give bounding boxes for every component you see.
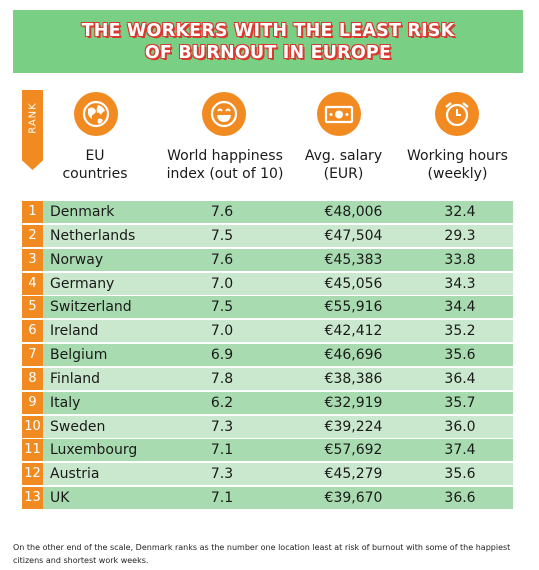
rank-badge: 9	[22, 391, 43, 414]
ranking-table: 1 Denmark 7.6 €48,006 32.4 2 Netherlands 7.5 €47…	[22, 201, 513, 511]
rank-label: RANK	[27, 102, 38, 134]
country-name: UK	[50, 490, 70, 507]
happiness-value: 7.6	[210, 251, 234, 268]
hours-value: 36.4	[444, 370, 476, 387]
table-row: 8 Finland 7.8 €38,386 36.4	[22, 367, 513, 390]
table-row: 2 Netherlands 7.5 €47,504 29.3	[22, 224, 513, 247]
salary-value: €57,692	[324, 442, 383, 459]
table-row: 13 UK 7.1 €39,670 36.6	[22, 487, 513, 510]
hours-value: 35.6	[444, 347, 476, 364]
country-name: Switzerland	[50, 299, 132, 316]
table-row: 10 Sweden 7.3 €39,224 36.0	[22, 415, 513, 438]
rank-badge: 7	[22, 344, 43, 367]
table-row: 12 Austria 7.3 €45,279 35.6	[22, 463, 513, 486]
country-name: Sweden	[50, 418, 106, 435]
smiley-icon	[202, 92, 246, 136]
table-row: 6 Ireland 7.0 €42,412 35.2	[22, 320, 513, 343]
header-hours: Working hours (weekly)	[407, 148, 508, 182]
salary-value: €55,916	[324, 299, 383, 316]
rank-badge: 6	[22, 320, 43, 343]
rank-badge: 5	[22, 296, 43, 319]
hours-value: 35.2	[444, 323, 476, 340]
happiness-value: 7.6	[210, 204, 234, 220]
happiness-value: 7.1	[210, 490, 234, 507]
hours-value: 36.0	[444, 418, 476, 435]
salary-value: €45,056	[324, 275, 383, 292]
salary-value: €47,504	[324, 227, 383, 244]
country-name: Finland	[50, 370, 101, 387]
country-name: Belgium	[50, 347, 108, 364]
hours-value: 32.4	[444, 204, 476, 220]
table-row: 3 Norway 7.6 €45,383 33.8	[22, 248, 513, 271]
happiness-value: 6.9	[210, 347, 234, 364]
table-row: 5 Switzerland 7.5 €55,916 34.4	[22, 296, 513, 319]
salary-value: €42,412	[324, 323, 383, 340]
hours-value: 33.8	[444, 251, 476, 268]
happiness-value: 7.5	[210, 299, 234, 316]
happiness-value: 6.2	[210, 394, 234, 411]
country-name: Austria	[50, 466, 100, 483]
globe-icon	[74, 92, 118, 136]
happiness-value: 7.3	[210, 418, 234, 435]
rank-badge: 4	[22, 272, 43, 295]
alarm-clock-icon	[435, 92, 479, 136]
hours-value: 37.4	[444, 442, 476, 459]
rank-badge: 10	[22, 415, 43, 438]
title-line-1: THE WORKERS WITH THE LEAST RISK	[81, 20, 455, 41]
table-row: 4 Germany 7.0 €45,056 34.3	[22, 272, 513, 295]
table-row: 7 Belgium 6.9 €46,696 35.6	[22, 344, 513, 367]
country-name: Ireland	[50, 323, 99, 340]
rank-badge: 8	[22, 367, 43, 390]
banknote-icon	[317, 92, 361, 136]
happiness-value: 7.0	[210, 275, 234, 292]
rank-tag: RANK	[22, 90, 43, 170]
table-row: 9 Italy 6.2 €32,919 35.7	[22, 391, 513, 414]
rank-badge: 12	[22, 463, 43, 486]
salary-value: €38,386	[324, 370, 383, 387]
salary-value: €32,919	[324, 394, 383, 411]
footnote: On the other end of the scale, Denmark r…	[13, 543, 511, 565]
hours-value: 34.4	[444, 299, 476, 316]
hours-value: 29.3	[444, 227, 476, 244]
happiness-value: 7.8	[210, 370, 234, 387]
salary-value: €45,383	[324, 251, 383, 268]
country-name: Netherlands	[50, 227, 136, 244]
happiness-value: 7.5	[210, 227, 234, 244]
salary-value: €48,006	[324, 204, 383, 220]
country-name: Luxembourg	[50, 442, 138, 459]
hours-value: 35.7	[444, 394, 476, 411]
happiness-value: 7.3	[210, 466, 234, 483]
table-row: 1 Denmark 7.6 €48,006 32.4	[22, 201, 513, 223]
rank-badge: 2	[22, 224, 43, 247]
title-banner: THE WORKERS WITH THE LEAST RISK OF BURNO…	[13, 10, 523, 73]
hours-value: 34.3	[444, 275, 476, 292]
header-happiness: World happiness index (out of 10)	[166, 148, 284, 182]
rank-badge: 1	[22, 201, 43, 223]
header-salary: Avg. salary (EUR)	[304, 148, 383, 182]
salary-value: €46,696	[324, 347, 383, 364]
hours-value: 35.6	[444, 466, 476, 483]
title-line-2: OF BURNOUT IN EUROPE	[144, 42, 392, 63]
country-name: Italy	[50, 394, 81, 411]
rank-badge: 13	[22, 487, 43, 510]
country-name: Germany	[50, 275, 115, 292]
salary-value: €39,224	[324, 418, 383, 435]
happiness-value: 7.1	[210, 442, 234, 459]
rank-badge: 3	[22, 248, 43, 271]
rank-badge: 11	[22, 439, 43, 462]
country-name: Norway	[50, 251, 104, 268]
salary-value: €39,670	[324, 490, 383, 507]
happiness-value: 7.0	[210, 323, 234, 340]
country-name: Denmark	[50, 204, 115, 220]
header-country: EU countries	[62, 148, 128, 182]
salary-value: €45,279	[324, 466, 383, 483]
table-row: 11 Luxembourg 7.1 €57,692 37.4	[22, 439, 513, 462]
hours-value: 36.6	[444, 490, 476, 507]
